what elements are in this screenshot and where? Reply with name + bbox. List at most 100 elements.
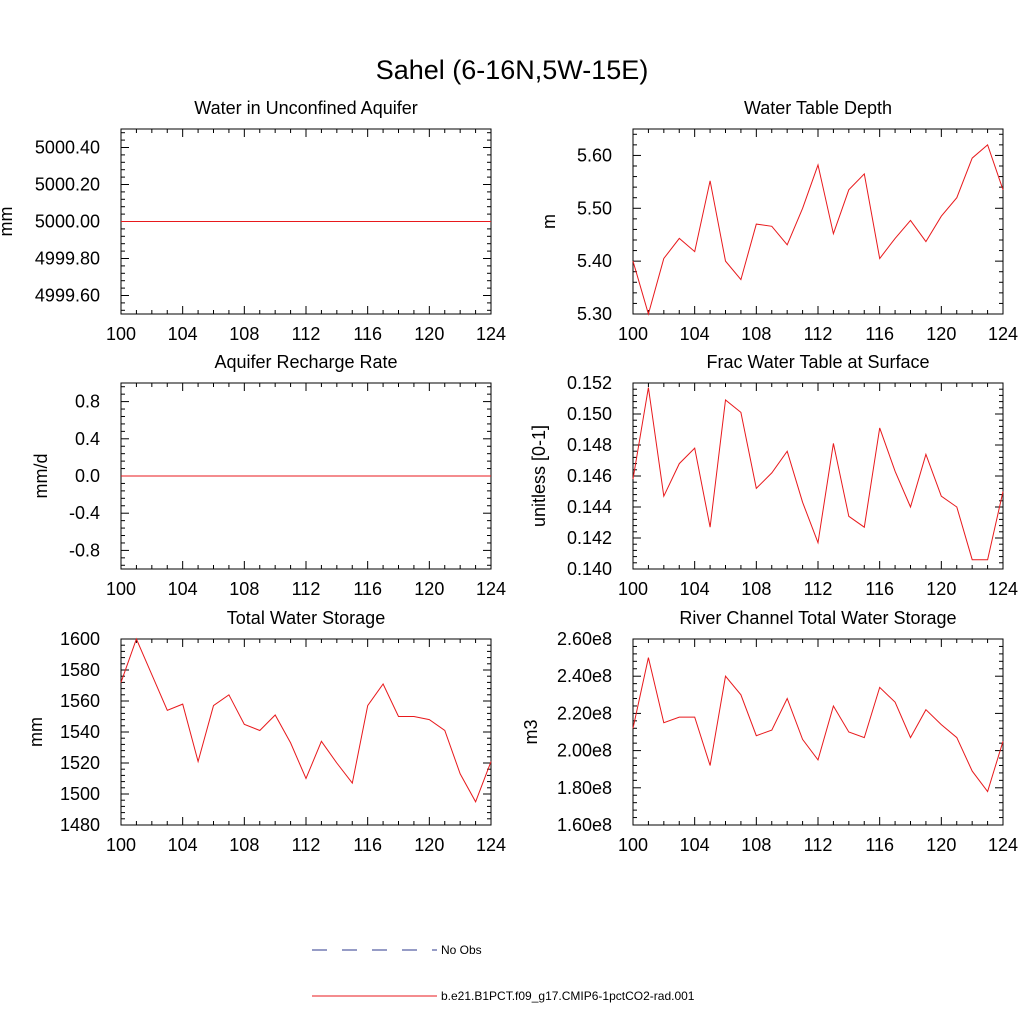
y-tick-label: 0.150 [567,404,612,424]
y-tick-label: 0.144 [567,497,612,517]
x-tick-label: 120 [414,835,444,855]
y-tick-label: 2.00e8 [557,741,612,761]
y-tick-label: 1580 [60,660,100,680]
legend-label: b.e21.B1PCT.f09_g17.CMIP6-1pctCO2-rad.00… [441,989,695,1003]
y-tick-label: 2.60e8 [557,629,612,649]
x-tick-label: 104 [168,579,198,599]
panel-title: Water Table Depth [744,98,892,118]
y-axis-label: unitless [0-1] [529,425,549,527]
y-tick-label: -0.8 [69,540,100,560]
y-tick-label: 0.0 [75,466,100,486]
x-tick-label: 124 [988,835,1018,855]
y-tick-label: 1600 [60,629,100,649]
y-tick-label: 1500 [60,784,100,804]
panel-2: Water Table Depth m 100 104 108 112 116 120 124 5… [539,98,1018,344]
x-tick-label: 116 [865,579,894,599]
x-tick-label: 124 [988,324,1018,344]
y-tick-label: 0.148 [567,435,612,455]
x-tick-label: 124 [988,579,1018,599]
y-tick-label: 1.60e8 [557,815,612,835]
legend-label: No Obs [441,943,482,957]
x-tick-label: 112 [292,835,321,855]
x-tick-label: 112 [804,324,833,344]
y-axis-label: m [539,214,559,229]
x-tick-label: 108 [229,835,259,855]
y-tick-label: 1520 [60,753,100,773]
x-tick-label: 100 [618,835,648,855]
y-tick-label: 2.20e8 [557,703,612,723]
x-tick-label: 104 [680,324,710,344]
plot-frame [632,638,1004,826]
y-tick-label: 1540 [60,722,100,742]
y-tick-label: 5.50 [577,198,612,218]
y-tick-label: 2.40e8 [557,666,612,686]
x-tick-label: 112 [292,579,321,599]
x-tick-label: 112 [292,324,321,344]
x-tick-label: 108 [229,324,259,344]
x-tick-label: 112 [804,835,833,855]
y-tick-label: 0.146 [567,466,612,486]
series-line [632,144,1004,316]
panel-title: Aquifer Recharge Rate [214,352,397,372]
x-tick-label: 100 [618,579,648,599]
panel-4: Frac Water Table at Surface unitless [0-1… [529,352,1018,599]
x-tick-label: 108 [741,835,771,855]
panel-6: River Channel Total Water Storage m3 100 10… [521,608,1018,855]
y-tick-label: 5000.00 [35,212,100,232]
y-tick-label: 5000.40 [35,138,100,158]
x-tick-label: 124 [476,324,506,344]
x-tick-label: 116 [865,835,894,855]
x-tick-label: 120 [926,324,956,344]
x-tick-label: 100 [106,579,136,599]
x-tick-label: 104 [680,835,710,855]
y-tick-label: 1480 [60,815,100,835]
y-tick-label: 0.142 [567,528,612,548]
x-tick-label: 116 [353,579,382,599]
y-axis-label: mm [26,717,46,747]
x-tick-label: 100 [106,324,136,344]
x-tick-label: 120 [926,579,956,599]
x-tick-label: 124 [476,835,506,855]
y-tick-label: 0.140 [567,559,612,579]
figure-title: Sahel (6-16N,5W-15E) [376,55,649,85]
plot-frame [632,128,1004,315]
x-tick-label: 120 [414,324,444,344]
legend-item-2: b.e21.B1PCT.f09_g17.CMIP6-1pctCO2-rad.00… [312,989,695,1003]
x-tick-label: 116 [353,835,382,855]
x-tick-label: 104 [168,324,198,344]
x-tick-label: 104 [680,579,710,599]
y-tick-label: 4999.60 [35,286,100,306]
y-tick-label: 5.60 [577,145,612,165]
panel-title: Frac Water Table at Surface [706,352,929,372]
legend: No Obs b.e21.B1PCT.f09_g17.CMIP6-1pctCO2-… [312,943,695,1003]
y-axis-label: m3 [521,719,541,744]
series-line [632,387,1004,561]
x-tick-label: 116 [353,324,382,344]
y-tick-label: 0.152 [567,373,612,393]
y-tick-label: 1560 [60,691,100,711]
x-tick-label: 120 [926,835,956,855]
panel-1: Water in Unconfined Aquifer mm 100 104 108 11… [0,98,506,344]
y-tick-label: 5000.20 [35,175,100,195]
panel-title: Water in Unconfined Aquifer [194,98,417,118]
plot-frame [120,638,492,826]
x-tick-label: 100 [618,324,648,344]
panel-title: River Channel Total Water Storage [679,608,956,628]
x-tick-label: 124 [476,579,506,599]
y-tick-label: 0.8 [75,392,100,412]
panel-title: Total Water Storage [227,608,385,628]
panel-5: Total Water Storage mm 100 104 108 112 116 120 1… [26,608,506,855]
x-tick-label: 116 [865,324,894,344]
panels-group: Water in Unconfined Aquifer mm 100 104 108 11… [0,98,1018,855]
y-tick-label: 0.4 [75,429,100,449]
x-tick-label: 108 [741,324,771,344]
y-tick-label: 5.40 [577,251,612,271]
y-tick-label: 5.30 [577,304,612,324]
y-tick-label: 4999.80 [35,249,100,269]
x-tick-label: 120 [414,579,444,599]
x-tick-label: 100 [106,835,136,855]
y-tick-label: 1.80e8 [557,778,612,798]
legend-item-1: No Obs [312,943,482,957]
x-tick-label: 104 [168,835,198,855]
